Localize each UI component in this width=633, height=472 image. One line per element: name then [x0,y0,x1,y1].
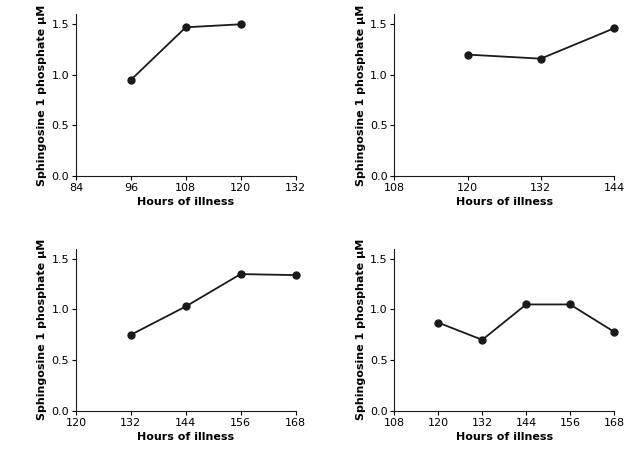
Y-axis label: Sphingosine 1 phosphate μM: Sphingosine 1 phosphate μM [37,4,47,185]
X-axis label: Hours of illness: Hours of illness [137,432,234,442]
Y-axis label: Sphingosine 1 phosphate μM: Sphingosine 1 phosphate μM [37,239,47,421]
Y-axis label: Sphingosine 1 phosphate μM: Sphingosine 1 phosphate μM [356,4,366,185]
X-axis label: Hours of illness: Hours of illness [456,432,553,442]
X-axis label: Hours of illness: Hours of illness [456,197,553,207]
X-axis label: Hours of illness: Hours of illness [137,197,234,207]
Y-axis label: Sphingosine 1 phosphate μM: Sphingosine 1 phosphate μM [356,239,366,421]
